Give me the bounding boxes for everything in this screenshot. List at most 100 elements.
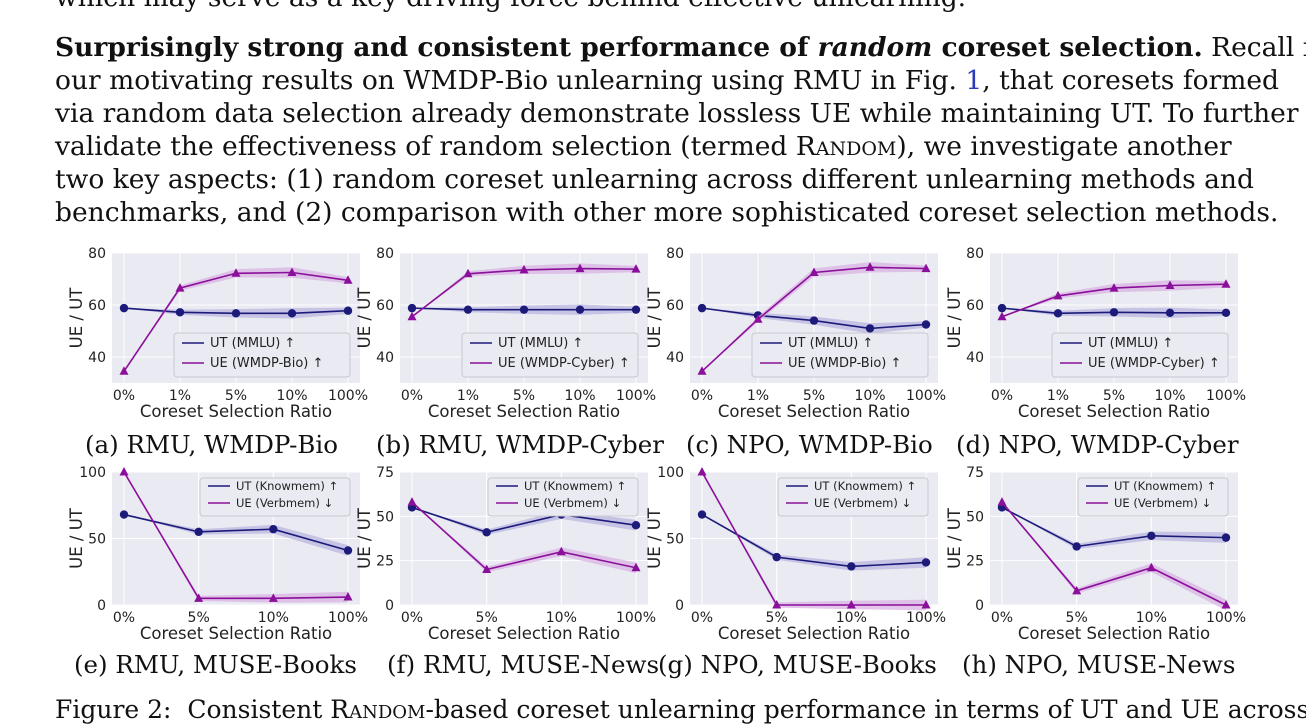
x-tick-label: 0%: [691, 388, 713, 404]
x-axis-label: Coreset Selection Ratio: [1018, 402, 1210, 421]
x-tick-label: 100%: [1206, 388, 1246, 404]
y-axis-label: UE / UT: [356, 507, 374, 569]
y-axis-label: UE / UT: [68, 507, 86, 569]
ut-series-line: [411, 506, 637, 534]
x-tick-label: 10%: [836, 610, 867, 626]
y-tick-label: 0: [97, 598, 106, 614]
chart-panel-6: 0 25 50 75 0% 5% 10% 100% Coreset Selection Rati…: [355, 462, 676, 651]
chart-svg: 40 60 80 0% 1% 5% 10% 100%Coreset Selection Rat…: [945, 246, 1246, 421]
ue-point: [119, 366, 129, 375]
x-axis-label: Coreset Selection Ratio: [718, 402, 910, 421]
ue-point: [809, 267, 819, 276]
y-tick-label: 50: [88, 532, 106, 548]
legend-entry: UE (Verbmem) ↓: [236, 496, 333, 510]
ue-point: [556, 546, 566, 556]
x-axis-label: Coreset Selection Ratio: [718, 624, 910, 643]
ut-point: [175, 308, 185, 317]
ue-point: [268, 593, 278, 602]
ut-point: [1221, 308, 1231, 317]
y-tick-label: 60: [376, 298, 394, 314]
y-tick-label: 80: [666, 246, 684, 262]
y-tick-label: 75: [376, 465, 394, 481]
ue-point: [1221, 600, 1231, 609]
x-tick-label: 0%: [691, 610, 713, 626]
x-tick-label: 5%: [1103, 388, 1125, 404]
x-axis-label: Coreset Selection Ratio: [428, 402, 620, 421]
ut-point: [231, 309, 241, 318]
y-axis-label: UE / UT: [356, 287, 374, 349]
y-tick-label: 50: [966, 509, 984, 525]
ue-point: [119, 467, 129, 476]
ut-point: [407, 303, 417, 313]
paragraph-line-3: via random data selection already demons…: [55, 98, 1299, 129]
y-tick-label: 100: [79, 465, 106, 481]
x-axis-label: Coreset Selection Ratio: [140, 402, 332, 421]
ue-point: [1221, 279, 1231, 288]
legend-entry: UE (WMDP-Bio) ↑: [788, 356, 901, 371]
subfigure-caption: (g) NPO, MUSE-Books: [658, 650, 937, 679]
ut-point: [269, 524, 278, 534]
confidence-band: [702, 514, 926, 571]
chart-legend: UT (MMLU) ↑ UE (WMDP-Bio) ↑: [751, 332, 929, 378]
x-tick-label: 5%: [476, 610, 498, 626]
ue-point: [997, 497, 1007, 506]
legend-entry: UT (Knowmem) ↑: [524, 479, 626, 493]
ut-point: [343, 546, 353, 555]
ut-series-line: [701, 513, 927, 568]
paragraph-line-2: our motivating results on WMDP-Bio unlea…: [55, 65, 1280, 96]
chart-legend: UT (Knowmem) ↑ UE (Verbmem) ↓: [777, 477, 929, 517]
x-tick-label: 5%: [513, 388, 535, 404]
x-tick-label: 0%: [113, 388, 135, 404]
x-tick-label: 0%: [113, 610, 135, 626]
ue-point: [997, 311, 1007, 321]
confidence-band: [1002, 507, 1226, 550]
ut-point: [287, 309, 297, 318]
ut-point: [463, 305, 473, 314]
ue-series-line: [701, 471, 926, 606]
y-tick-label: 0: [385, 598, 394, 614]
chart-svg: 0 50 100 0% 5% 10% 100%Coreset Selection Ratio…: [645, 465, 946, 643]
y-tick-label: 25: [376, 554, 394, 570]
y-axis-label: UE / UT: [946, 287, 964, 349]
x-tick-label: 5%: [803, 388, 825, 404]
x-axis-label: Coreset Selection Ratio: [140, 624, 332, 643]
chart-panel-7: 0 50 100 0% 5% 10% 100% Coreset Selection Ratio…: [645, 462, 966, 651]
chart-panel-8: 0 25 50 75 0% 5% 10% 100% Coreset Selection Rati…: [945, 462, 1266, 651]
ue-point: [1053, 290, 1063, 300]
figure-label: Figure 2:: [55, 695, 172, 724]
figure-caption: Figure 2: Consistent Random-based corese…: [55, 695, 1306, 724]
ue-point: [921, 600, 931, 609]
chart-legend: UT (Knowmem) ↑ UE (Verbmem) ↓: [199, 477, 351, 517]
y-tick-label: 80: [966, 246, 984, 262]
ut-point: [921, 558, 931, 567]
subfigure-caption: (d) NPO, WMDP-Cyber: [956, 430, 1239, 459]
ut-point: [1053, 309, 1063, 318]
ue-point: [287, 267, 297, 276]
ut-point: [575, 305, 585, 314]
chart-svg: 0 25 50 75 0% 5% 10% 100%Coreset Selection Rati…: [945, 465, 1246, 643]
legend-entry: UE (WMDP-Bio) ↑: [210, 356, 323, 371]
legend-entry: UT (Knowmem) ↑: [236, 479, 338, 493]
paragraph-line-4: validate the effectiveness of random sel…: [55, 131, 1232, 162]
chart-svg: 40 60 80 0% 1% 5% 10% 100%Coreset Selection Rat…: [645, 246, 946, 421]
chart-legend: UT (MMLU) ↑ UE (WMDP-Cyber) ↑: [461, 332, 639, 378]
ue-point: [846, 600, 856, 609]
ue-point: [463, 268, 473, 278]
ue-point: [697, 467, 707, 476]
y-tick-label: 80: [88, 246, 106, 262]
x-tick-label: 1%: [169, 388, 191, 404]
chart-panel-5: 0 50 100 0% 5% 10% 100% Coreset Selection Ratio…: [67, 462, 388, 651]
ut-point: [1221, 533, 1231, 542]
ut-point: [343, 306, 353, 315]
chart-svg: 40 60 80 0% 1% 5% 10% 100%Coreset Selection Rat…: [67, 246, 368, 421]
ue-point: [407, 311, 417, 321]
figure-ref-link[interactable]: 1: [965, 65, 983, 96]
y-axis-label: UE / UT: [946, 507, 964, 569]
ue-point: [231, 268, 241, 277]
ue-point: [772, 600, 782, 609]
y-tick-label: 25: [966, 554, 984, 570]
x-tick-label: 1%: [1047, 388, 1069, 404]
ue-series-line: [123, 471, 349, 600]
y-tick-label: 40: [666, 350, 684, 366]
y-tick-label: 75: [966, 465, 984, 481]
